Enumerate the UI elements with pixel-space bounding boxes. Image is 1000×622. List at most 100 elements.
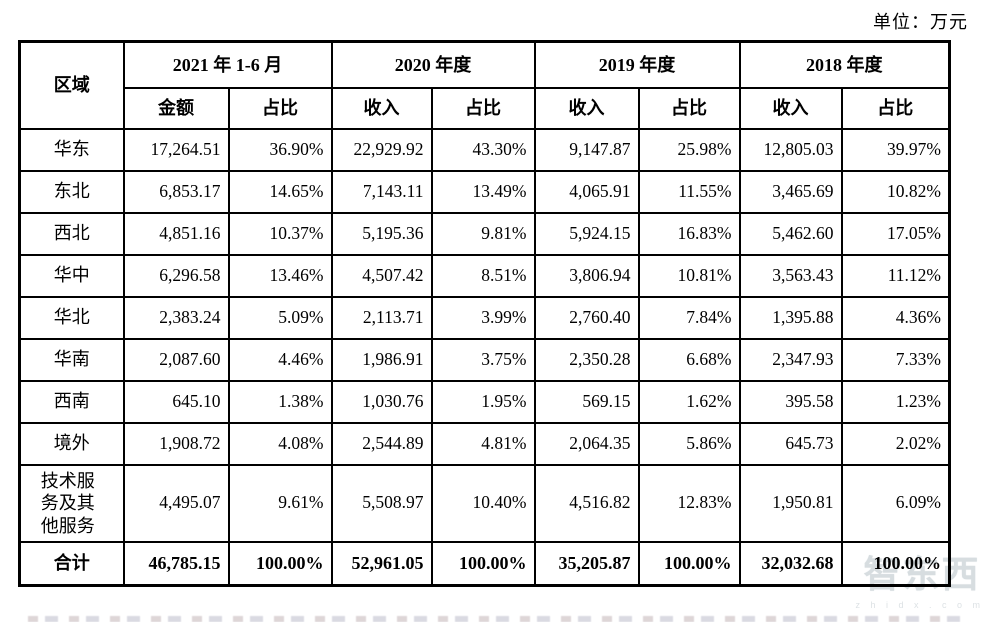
table-header: 区域 2021 年 1-6 月 2020 年度 2019 年度 2018 年度 金额 占比收… [18, 40, 951, 130]
header-period-0: 2021 年 1-6 月 [122, 40, 333, 89]
value-cell: 7.84% [637, 295, 741, 340]
value-cell: 5,462.60 [738, 211, 843, 256]
header-sub-0-0: 金额 [122, 86, 230, 130]
value-cell: 2,064.35 [533, 421, 640, 466]
value-cell: 11.55% [637, 169, 741, 214]
table-body: 华东 17,264.51 36.90% 22,929.92 43.30% 9,147.87… [18, 127, 951, 586]
table-row: 东北 6,853.17 14.65% 7,143.11 13.49% 4,065.91 11… [18, 169, 951, 214]
value-cell: 16.83% [637, 211, 741, 256]
table-row: 西北 4,851.16 10.37% 5,195.36 9.81% 5,924.15 16.… [18, 211, 951, 256]
value-cell: 3,563.43 [738, 253, 843, 298]
table-row: 华中 6,296.58 13.46% 4,507.42 8.51% 3,806.94 10.… [18, 253, 951, 298]
value-cell: 25.98% [637, 127, 741, 172]
value-cell: 645.10 [122, 379, 230, 424]
header-sub-row: 金额 占比 收入 占比 收入 占比 收入 占比 [20, 86, 951, 130]
regional-revenue-table: 区域 2021 年 1-6 月 2020 年度 2019 年度 2018 年度 金额 占比收… [18, 40, 951, 587]
value-cell: 13.49% [430, 169, 536, 214]
value-cell: 2.02% [840, 421, 951, 466]
value-cell: 4,065.91 [533, 169, 640, 214]
table-row: 技术服务及其他服务 4,495.07 9.61% 5,508.97 10.40% 4,51… [18, 463, 951, 543]
header-sub-0-1: 占比 [227, 86, 333, 130]
value-cell: 569.15 [533, 379, 640, 424]
value-cell: 10.37% [227, 211, 333, 256]
value-cell: 2,544.89 [330, 421, 433, 466]
value-cell: 1.62% [637, 379, 741, 424]
value-cell: 100.00% [637, 541, 741, 586]
value-cell: 17,264.51 [122, 127, 230, 172]
value-cell: 100.00% [430, 541, 536, 586]
header-sub-3-0: 收入 [738, 86, 843, 130]
value-cell: 3.99% [430, 295, 536, 340]
value-cell: 7,143.11 [330, 169, 433, 214]
value-cell: 6,853.17 [122, 169, 230, 214]
table-row: 华北 2,383.24 5.09% 2,113.71 3.99% 2,760.40 7.84… [18, 295, 951, 340]
value-cell: 35,205.87 [533, 541, 640, 586]
region-cell: 西北 [18, 211, 125, 256]
value-cell: 100.00% [840, 541, 951, 586]
value-cell: 11.12% [840, 253, 951, 298]
value-cell: 36.90% [227, 127, 333, 172]
unit-label: 单位：万元 [873, 12, 968, 32]
cutoff-text-strip [28, 616, 970, 622]
value-cell: 2,383.24 [122, 295, 230, 340]
value-cell: 10.81% [637, 253, 741, 298]
value-cell: 4,507.42 [330, 253, 433, 298]
header-sub-3-1: 占比 [840, 86, 951, 130]
region-cell: 华中 [18, 253, 125, 298]
value-cell: 5,195.36 [330, 211, 433, 256]
value-cell: 395.58 [738, 379, 843, 424]
value-cell: 2,350.28 [533, 337, 640, 382]
region-cell: 境外 [18, 421, 125, 466]
value-cell: 4.81% [430, 421, 536, 466]
value-cell: 39.97% [840, 127, 951, 172]
region-cell: 华南 [18, 337, 125, 382]
value-cell: 6.09% [840, 463, 951, 543]
value-cell: 9.81% [430, 211, 536, 256]
value-cell: 12,805.03 [738, 127, 843, 172]
value-cell: 5,508.97 [330, 463, 433, 543]
value-cell: 1.38% [227, 379, 333, 424]
value-cell: 1,395.88 [738, 295, 843, 340]
header-period-1: 2020 年度 [330, 40, 536, 89]
value-cell: 1,986.91 [330, 337, 433, 382]
value-cell: 4.08% [227, 421, 333, 466]
total-region-cell: 合计 [18, 541, 125, 586]
value-cell: 4.36% [840, 295, 951, 340]
value-cell: 2,347.93 [738, 337, 843, 382]
table-row: 西南 645.10 1.38% 1,030.76 1.95% 569.15 1.62% 395… [18, 379, 951, 424]
value-cell: 9,147.87 [533, 127, 640, 172]
value-cell: 5,924.15 [533, 211, 640, 256]
value-cell: 2,760.40 [533, 295, 640, 340]
value-cell: 17.05% [840, 211, 951, 256]
value-cell: 9.61% [227, 463, 333, 543]
header-sub-2-0: 收入 [533, 86, 640, 130]
value-cell: 52,961.05 [330, 541, 433, 586]
table-row: 华东 17,264.51 36.90% 22,929.92 43.30% 9,147.87… [18, 127, 951, 172]
value-cell: 4.46% [227, 337, 333, 382]
value-cell: 3,806.94 [533, 253, 640, 298]
zhidx-domain-text: z h i d x . c o m [855, 600, 984, 610]
header-sub-1-1: 占比 [430, 86, 536, 130]
value-cell: 6,296.58 [122, 253, 230, 298]
table-row: 华南 2,087.60 4.46% 1,986.91 3.75% 2,350.28 6.68… [18, 337, 951, 382]
region-cell: 华东 [18, 127, 125, 172]
header-group-row: 区域 2021 年 1-6 月 2020 年度 2019 年度 2018 年度 [18, 40, 951, 130]
value-cell: 645.73 [738, 421, 843, 466]
value-cell: 10.82% [840, 169, 951, 214]
value-cell: 4,495.07 [122, 463, 230, 543]
value-cell: 5.09% [227, 295, 333, 340]
value-cell: 3,465.69 [738, 169, 843, 214]
value-cell: 5.86% [637, 421, 741, 466]
value-cell: 43.30% [430, 127, 536, 172]
value-cell: 22,929.92 [330, 127, 433, 172]
header-region: 区域 [18, 40, 125, 130]
value-cell: 1.95% [430, 379, 536, 424]
total-row: 合计 46,785.15 100.00% 52,961.05 100.00% 35,205… [18, 541, 951, 586]
region-cell: 技术服务及其他服务 [18, 463, 125, 543]
value-cell: 12.83% [637, 463, 741, 543]
value-cell: 1,950.81 [738, 463, 843, 543]
value-cell: 32,032.68 [738, 541, 843, 586]
value-cell: 4,516.82 [533, 463, 640, 543]
value-cell: 1,030.76 [330, 379, 433, 424]
header-sub-1-0: 收入 [330, 86, 433, 130]
